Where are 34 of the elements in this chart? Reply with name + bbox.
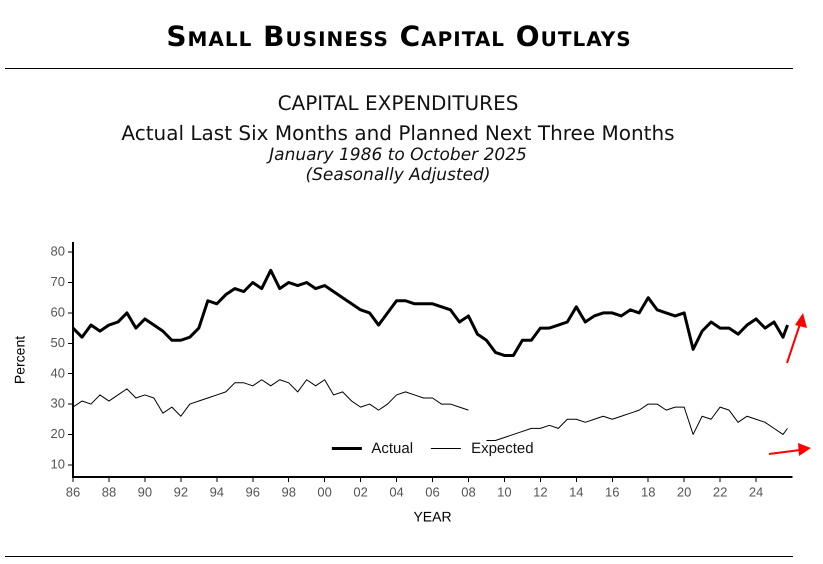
y-tick-label: 20 [50,426,65,442]
x-tick-label: 86 [66,484,80,500]
x-tick-label: 18 [640,484,656,500]
y-axis-title: Percent [11,336,28,384]
x-tick-label: 14 [569,484,584,500]
legend-label: Actual [371,440,414,457]
x-tick-label: 16 [605,484,620,500]
x-tick-label: 06 [425,484,440,500]
x-tick-label: 96 [246,484,260,500]
y-tick-label: 40 [50,365,65,380]
x-tick-label: 92 [174,484,188,500]
x-tick-label: 22 [712,484,728,500]
x-tick-label: 98 [281,484,296,500]
x-tick-label: 94 [210,484,224,500]
x-tick-label: 08 [461,484,476,500]
x-tick-label: 88 [102,484,116,500]
x-tick-label: 10 [497,484,512,500]
y-tick-label: 60 [50,304,65,320]
x-tick-label: 04 [389,484,404,500]
chart-title: Small Business Capital Outlays [5,8,793,69]
y-tick-label: 70 [50,274,65,290]
x-tick-label: 12 [533,484,548,500]
y-tick-label: 30 [50,396,65,411]
x-tick-label: 90 [138,484,152,500]
x-axis-title: YEAR [413,508,452,524]
x-tick-label: 20 [676,484,692,500]
x-tick-label: 00 [317,484,332,500]
x-tick-label: 24 [748,484,764,500]
y-tick-label: 10 [50,456,65,472]
y-tick-label: 50 [50,334,65,350]
chart-subtitle: CAPITAL EXPENDITURES Actual Last Six Months and Planned Next Three Months January 1986 to October 2025 (Seasonally Adjusted) [120,91,676,185]
legend-label: Expected [471,440,534,457]
x-tick-label: 02 [353,484,368,500]
y-tick-label: 80 [50,244,65,259]
